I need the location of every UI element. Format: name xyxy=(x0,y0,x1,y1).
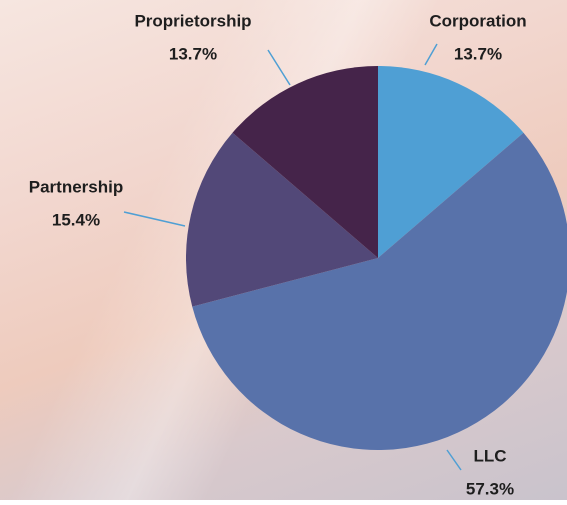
slice-value-label: 57.3% xyxy=(466,479,514,498)
pie-slice xyxy=(186,132,378,307)
slice-label: Proprietorship xyxy=(134,11,251,30)
slice-label: LLC xyxy=(473,446,506,465)
slice-label: Corporation xyxy=(429,11,526,30)
leader-line xyxy=(424,43,438,66)
pie-slice xyxy=(378,66,524,258)
leader-line xyxy=(267,49,291,86)
pie-slice xyxy=(192,132,567,450)
leader-line xyxy=(446,449,462,471)
pie-slice xyxy=(232,66,378,258)
leader-line xyxy=(123,211,186,227)
slice-value-label: 13.7% xyxy=(454,44,502,63)
slice-value-label: 15.4% xyxy=(52,210,100,229)
slice-label: Partnership xyxy=(29,177,123,196)
slice-value-label: 13.7% xyxy=(169,44,217,63)
